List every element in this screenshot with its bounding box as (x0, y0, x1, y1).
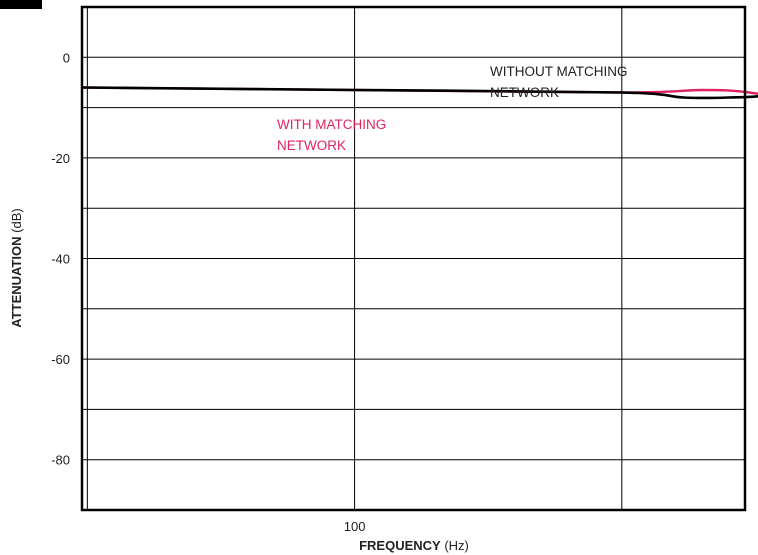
annotation-without-line2: NETWORK (490, 85, 559, 100)
annotation-with-line2: NETWORK (277, 138, 346, 153)
x-tick-label: 100 (344, 519, 366, 534)
y-axis-title: ATTENUATION (dB) (9, 208, 24, 327)
y-tick-label: -60 (51, 352, 70, 367)
y-tick-label: 0 (63, 50, 70, 65)
corner-tab (0, 0, 42, 9)
plot-frame (80, 5, 747, 512)
y-tick-labels: 0 -20 -40 -60 -80 (51, 50, 70, 467)
y-tick-label: -20 (51, 151, 70, 166)
annotation-with-matching: WITH MATCHING NETWORK (277, 117, 390, 153)
series-line-without-matching (81, 86, 758, 100)
y-tick-label: -40 (51, 252, 70, 267)
annotation-without-matching: WITHOUT MATCHING NETWORK (490, 64, 631, 100)
y-tick-label: -80 (51, 453, 70, 468)
series-line-with-matching (81, 86, 758, 95)
annotation-without-line1: WITHOUT MATCHING (490, 64, 628, 79)
x-axis-title: FREQUENCY (Hz) (359, 538, 469, 553)
x-axis-title-unit: (Hz) (441, 538, 469, 553)
y-axis-title-main: ATTENUATION (9, 236, 24, 327)
annotation-with-line1: WITH MATCHING (277, 117, 386, 132)
series-group (81, 86, 758, 100)
grid-lines (82, 7, 745, 510)
x-tick-labels: 10010k (344, 519, 366, 534)
y-axis-title-unit: (dB) (9, 208, 24, 236)
x-axis-title-main: FREQUENCY (359, 538, 441, 553)
